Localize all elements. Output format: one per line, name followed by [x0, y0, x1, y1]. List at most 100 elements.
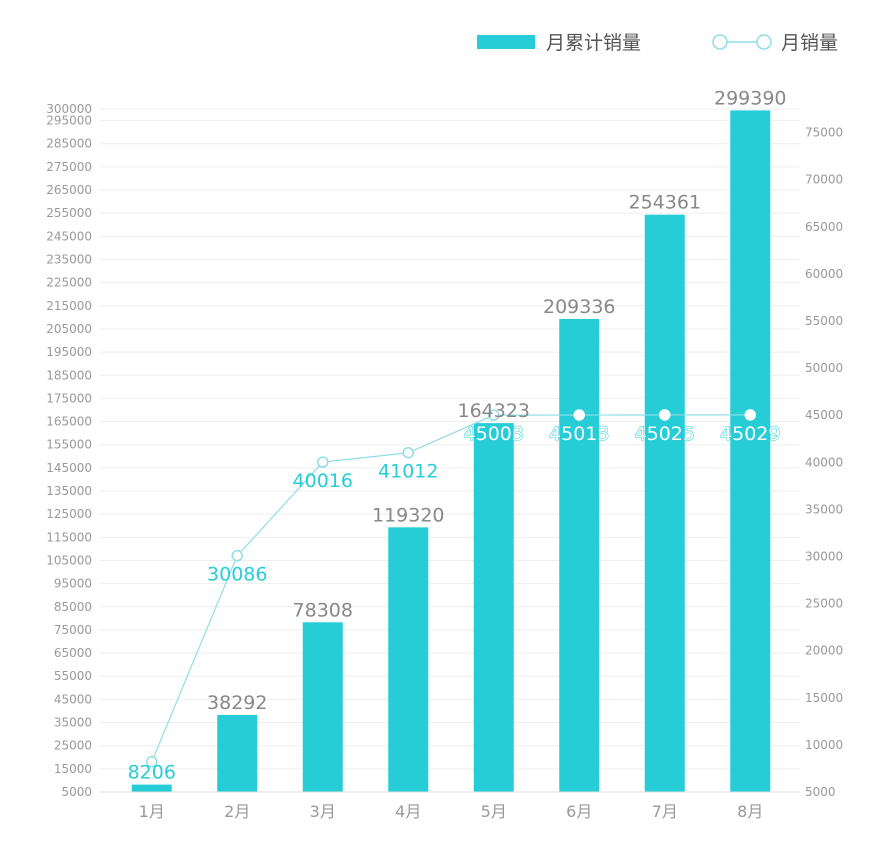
left-tick-label: 215000	[46, 299, 92, 313]
left-tick-label: 35000	[54, 716, 92, 730]
line-point	[488, 409, 500, 421]
bar	[473, 423, 514, 792]
bar	[217, 714, 258, 792]
bar-value-label: 164323	[457, 400, 530, 422]
line-point	[317, 456, 329, 468]
left-tick-label: 85000	[54, 600, 92, 614]
right-axis: 5000 10000 15000 20000 25000 30000 35000 40000 4…	[805, 126, 843, 799]
line-point	[402, 446, 414, 459]
legend-marker-right	[756, 34, 772, 50]
left-tick-label: 285000	[46, 137, 92, 151]
line-point	[744, 409, 756, 421]
bar-value-label: 78308	[293, 599, 353, 621]
left-tick-label: 145000	[46, 461, 92, 475]
left-tick-label: 115000	[46, 530, 92, 544]
legend-bar-swatch	[477, 35, 535, 49]
left-tick-label: 185000	[46, 368, 92, 382]
left-tick-label: 105000	[46, 553, 92, 567]
right-tick-label: 45000	[805, 408, 843, 422]
legend-marker-left	[712, 34, 728, 50]
line-point	[659, 409, 671, 421]
left-tick-label: 245000	[46, 229, 92, 243]
line-value-label: 45029	[720, 423, 780, 445]
left-tick-label: 165000	[46, 415, 92, 429]
right-tick-label: 65000	[805, 220, 843, 234]
left-axis: 5000 15000 25000 35000 45000 55000 65000 75000 8…	[46, 102, 92, 799]
x-tick-label: 2月	[224, 802, 250, 821]
line-value-label: 40016	[293, 470, 353, 492]
right-tick-label: 60000	[805, 267, 843, 281]
bar	[131, 784, 172, 792]
left-tick-label: 75000	[54, 623, 92, 637]
x-tick-label: 5月	[481, 802, 507, 821]
line-value-label: 30086	[207, 564, 267, 586]
line-value-label: 45003	[464, 423, 524, 445]
bar	[302, 622, 343, 792]
right-tick-label: 75000	[805, 126, 843, 140]
left-tick-label: 135000	[46, 484, 92, 498]
left-tick-label: 15000	[54, 762, 92, 776]
bar-value-label: 38292	[207, 692, 267, 714]
legend-item-bar[interactable]: 月累计销量	[477, 32, 641, 54]
right-tick-label: 35000	[805, 502, 843, 516]
right-tick-label: 15000	[805, 691, 843, 705]
left-tick-label: 195000	[46, 345, 92, 359]
right-tick-label: 10000	[805, 738, 843, 752]
x-tick-label: 8月	[737, 802, 763, 821]
line-point	[231, 549, 243, 562]
left-tick-label: 175000	[46, 391, 92, 405]
x-tick-label: 7月	[652, 802, 678, 821]
legend-label-line: 月销量	[781, 32, 838, 54]
left-tick-label: 155000	[46, 438, 92, 452]
bar-value-label: 254361	[628, 192, 701, 214]
right-tick-label: 30000	[805, 549, 843, 563]
legend-item-line[interactable]: 月销量	[712, 32, 838, 54]
left-tick-label: 225000	[46, 276, 92, 290]
left-tick-label: 275000	[46, 160, 92, 174]
left-tick-label: 55000	[54, 669, 92, 683]
bar-value-label: 209336	[543, 296, 616, 318]
right-tick-label: 55000	[805, 314, 843, 328]
bar-value-label: 8206	[128, 762, 176, 784]
bar	[388, 527, 429, 792]
x-tick-label: 4月	[395, 802, 421, 821]
left-tick-label: 25000	[54, 739, 92, 753]
line-point	[573, 409, 585, 421]
left-tick-label: 265000	[46, 183, 92, 197]
line-point	[146, 756, 158, 768]
right-tick-label: 20000	[805, 644, 843, 658]
line-series	[146, 409, 756, 768]
line-value-label: 41012	[378, 461, 438, 483]
left-tick-label: 235000	[46, 252, 92, 266]
x-axis: 1月 2月 3月 4月 5月 6月 7月 8月	[100, 791, 800, 821]
line-value-label: 45013	[549, 423, 609, 445]
left-tick-label: 255000	[46, 206, 92, 220]
bar-series	[131, 110, 771, 793]
right-tick-label: 25000	[805, 597, 843, 611]
legend-label-bar: 月累计销量	[546, 32, 641, 54]
line-path	[151, 414, 751, 763]
data-labels: 8206 38292 78308 119320 164323 209336 254361 29…	[128, 87, 787, 783]
bar	[644, 214, 685, 792]
line-value-label: 45025	[635, 423, 695, 445]
x-tick-label: 1月	[139, 802, 165, 821]
bar-value-label: 299390	[714, 87, 787, 109]
left-tick-label: 125000	[46, 507, 92, 521]
left-tick-label: 65000	[54, 646, 92, 660]
right-tick-label: 5000	[805, 785, 836, 799]
right-tick-label: 70000	[805, 173, 843, 187]
bar	[730, 110, 771, 793]
right-tick-label: 40000	[805, 455, 843, 469]
right-tick-label: 50000	[805, 361, 843, 375]
legend[interactable]: 月累计销量 月销量	[477, 32, 838, 54]
bar-value-label: 119320	[372, 504, 445, 526]
left-tick-label: 205000	[46, 322, 92, 336]
left-tick-label: 95000	[54, 577, 92, 591]
x-tick-label: 6月	[566, 802, 592, 821]
left-tick-label: 5000	[61, 785, 92, 799]
left-tick-label: 45000	[54, 692, 92, 706]
bar	[559, 318, 600, 792]
x-tick-label: 3月	[310, 802, 336, 821]
left-tick-label: 300000	[46, 102, 92, 116]
